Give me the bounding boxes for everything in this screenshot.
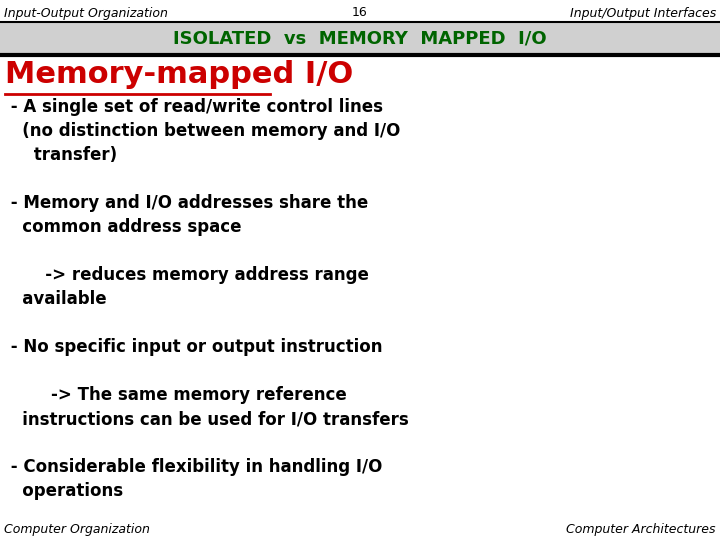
Text: -> The same memory reference: -> The same memory reference: [5, 386, 347, 404]
Text: (no distinction between memory and I/O: (no distinction between memory and I/O: [5, 122, 400, 140]
Text: - A single set of read/write control lines: - A single set of read/write control lin…: [5, 98, 383, 116]
Text: 16: 16: [352, 6, 368, 19]
Text: Input-Output Organization: Input-Output Organization: [4, 6, 168, 19]
Text: available: available: [5, 290, 107, 308]
Text: Computer Organization: Computer Organization: [4, 523, 150, 537]
Text: ISOLATED  vs  MEMORY  MAPPED  I/O: ISOLATED vs MEMORY MAPPED I/O: [174, 30, 546, 48]
Text: Input/Output Interfaces: Input/Output Interfaces: [570, 6, 716, 19]
Text: operations: operations: [5, 482, 123, 500]
Text: Memory-mapped I/O: Memory-mapped I/O: [5, 60, 354, 89]
Bar: [0, 22, 720, 55]
Text: - Considerable flexibility in handling I/O: - Considerable flexibility in handling I…: [5, 458, 382, 476]
Text: -> reduces memory address range: -> reduces memory address range: [5, 266, 369, 284]
Text: transfer): transfer): [5, 146, 117, 164]
Text: - No specific input or output instruction: - No specific input or output instructio…: [5, 338, 382, 356]
Text: Computer Architectures: Computer Architectures: [567, 523, 716, 537]
Text: instructions can be used for I/O transfers: instructions can be used for I/O transfe…: [5, 410, 409, 428]
Text: - Memory and I/O addresses share the: - Memory and I/O addresses share the: [5, 194, 368, 212]
Text: common address space: common address space: [5, 218, 241, 236]
